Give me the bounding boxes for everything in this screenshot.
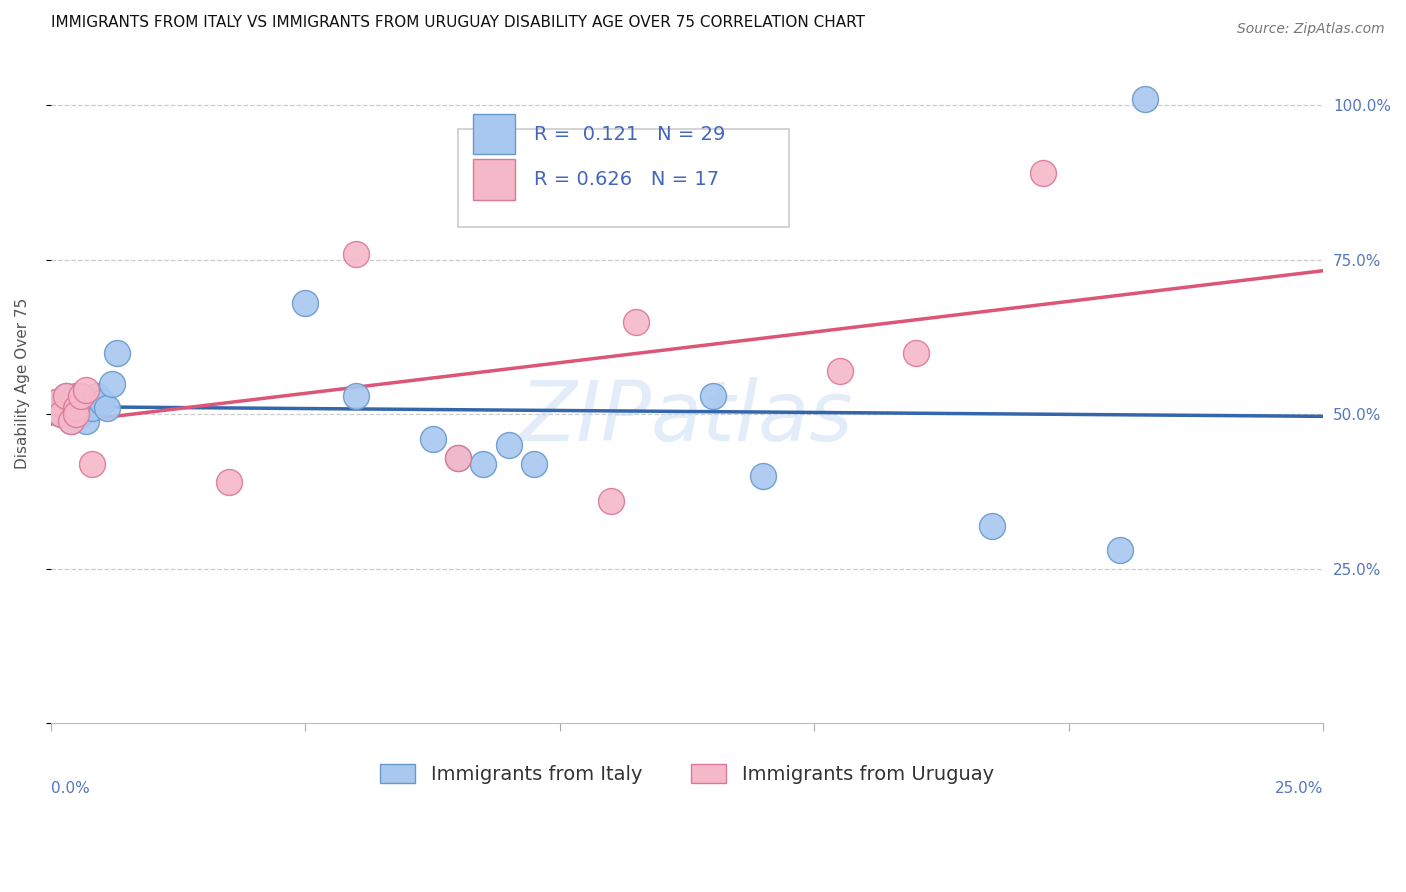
Point <box>65 401 87 416</box>
Text: Source: ZipAtlas.com: Source: ZipAtlas.com <box>1237 22 1385 37</box>
Point <box>294 296 316 310</box>
Text: ZIPatlas: ZIPatlas <box>520 377 853 458</box>
Point <box>60 413 83 427</box>
Point <box>65 389 87 403</box>
Text: IMMIGRANTS FROM ITALY VS IMMIGRANTS FROM URUGUAY DISABILITY AGE OVER 75 CORRELAT: IMMIGRANTS FROM ITALY VS IMMIGRANTS FROM… <box>51 15 865 30</box>
Point <box>75 413 97 427</box>
Point <box>981 518 1004 533</box>
Point <box>447 450 470 465</box>
Point <box>70 395 93 409</box>
Legend: Immigrants from Italy, Immigrants from Uruguay: Immigrants from Italy, Immigrants from U… <box>373 756 1001 792</box>
Point <box>599 494 621 508</box>
Point <box>702 389 724 403</box>
Point <box>472 457 495 471</box>
Point <box>55 389 77 403</box>
Point <box>1108 543 1130 558</box>
Point <box>1133 92 1156 106</box>
Point <box>344 389 367 403</box>
Point <box>49 408 72 422</box>
FancyBboxPatch shape <box>474 159 515 200</box>
Point <box>86 389 108 403</box>
Point <box>344 246 367 260</box>
Point <box>70 389 93 403</box>
Point <box>523 457 546 471</box>
FancyBboxPatch shape <box>474 113 515 154</box>
Point <box>45 395 67 409</box>
Point <box>752 469 775 483</box>
Point <box>218 475 240 490</box>
Point <box>828 364 851 378</box>
Point <box>105 345 128 359</box>
Point <box>96 401 118 416</box>
Text: R = 0.626   N = 17: R = 0.626 N = 17 <box>534 170 720 189</box>
Text: R =  0.121   N = 29: R = 0.121 N = 29 <box>534 125 725 144</box>
Point <box>498 438 520 452</box>
Point <box>905 345 928 359</box>
Point <box>49 408 72 422</box>
Point <box>55 401 77 416</box>
Point <box>1032 166 1054 180</box>
Point <box>65 401 87 416</box>
Point <box>90 395 112 409</box>
Point <box>55 389 77 403</box>
FancyBboxPatch shape <box>458 128 789 227</box>
Point <box>624 315 647 329</box>
Point <box>75 383 97 397</box>
Point <box>60 413 83 427</box>
Point <box>101 376 124 391</box>
Point <box>70 408 93 422</box>
Point <box>80 401 103 416</box>
Point <box>45 395 67 409</box>
Y-axis label: Disability Age Over 75: Disability Age Over 75 <box>15 298 30 469</box>
Text: 25.0%: 25.0% <box>1275 781 1323 797</box>
Point <box>422 432 444 446</box>
Point <box>80 457 103 471</box>
Point <box>60 395 83 409</box>
Point <box>65 408 87 422</box>
Text: 0.0%: 0.0% <box>51 781 90 797</box>
Point <box>447 450 470 465</box>
